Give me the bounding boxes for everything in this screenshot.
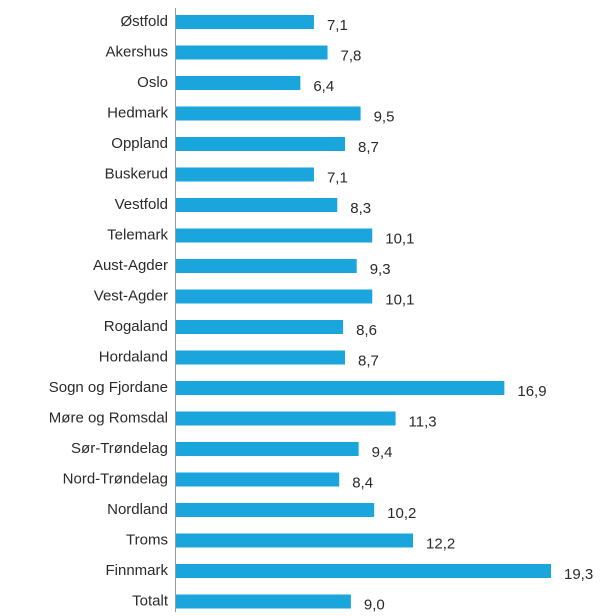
bar — [176, 289, 373, 304]
value-label: 8,7 — [358, 352, 379, 369]
bar — [176, 503, 375, 517]
value-label: 16,9 — [517, 383, 546, 400]
value-label: 8,7 — [358, 139, 379, 156]
bar — [176, 45, 328, 60]
category-label: Buskerud — [105, 165, 168, 182]
value-label: 7,8 — [341, 47, 362, 64]
bar — [176, 198, 338, 212]
value-label: 12,2 — [426, 535, 455, 552]
value-label: 9,5 — [374, 108, 395, 125]
value-label: 6,4 — [313, 78, 334, 95]
category-label: Aust-Agder — [93, 257, 168, 274]
value-label: 7,1 — [327, 169, 348, 186]
value-label: 7,1 — [327, 17, 348, 34]
bar — [176, 167, 314, 182]
bar — [176, 228, 373, 243]
value-label: 8,3 — [350, 200, 371, 217]
value-label: 11,3 — [409, 413, 437, 430]
value-label: 10,1 — [385, 291, 414, 308]
category-label: Møre og Romsdal — [49, 409, 168, 426]
value-label: 10,1 — [385, 230, 414, 247]
category-label: Vest-Agder — [94, 287, 168, 304]
category-label: Totalt — [132, 592, 169, 609]
bar — [176, 106, 361, 121]
value-label: 10,2 — [387, 505, 416, 522]
category-label: Rogaland — [104, 318, 168, 335]
category-label: Hedmark — [107, 104, 168, 121]
category-label: Oslo — [137, 74, 168, 91]
category-label: Troms — [126, 531, 168, 548]
category-label: Sør-Trøndelag — [71, 440, 168, 457]
bar — [176, 320, 344, 334]
value-label: 9,0 — [364, 596, 385, 613]
bar — [176, 594, 351, 609]
bar — [176, 259, 357, 273]
value-label: 8,4 — [352, 474, 373, 491]
bar — [176, 564, 551, 578]
category-label: Vestfold — [115, 196, 168, 213]
category-label: Hordaland — [99, 348, 168, 365]
category-label: Akershus — [105, 43, 168, 60]
bar — [176, 381, 505, 395]
bar — [176, 15, 314, 29]
category-label: Østfold — [120, 13, 168, 30]
value-label: 9,4 — [372, 444, 393, 461]
value-label: 19,3 — [564, 566, 593, 583]
bar — [176, 137, 346, 151]
category-label: Sogn og Fjordane — [49, 379, 168, 396]
bar — [176, 533, 414, 548]
value-label: 8,6 — [356, 322, 377, 339]
bar — [176, 350, 346, 365]
bar — [176, 76, 301, 90]
bar — [176, 442, 359, 456]
category-label: Nordland — [107, 501, 168, 518]
category-label: Finnmark — [105, 562, 168, 579]
bar — [176, 472, 340, 487]
category-label: Telemark — [107, 226, 168, 243]
category-label: Nord-Trøndelag — [63, 470, 168, 487]
bar — [176, 411, 396, 426]
value-label: 9,3 — [370, 261, 391, 278]
category-label: Oppland — [111, 135, 168, 152]
